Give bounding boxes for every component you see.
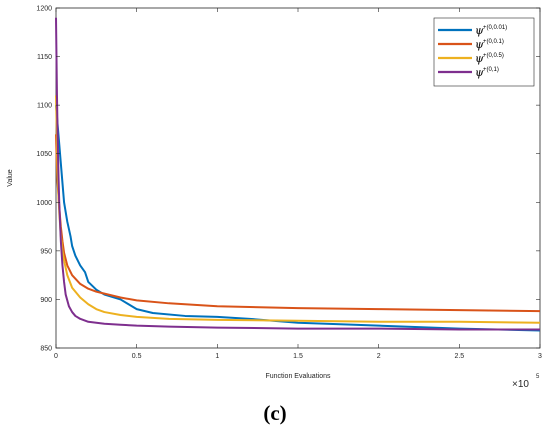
y-axis-label: Value [7, 169, 14, 186]
x-tick-label: 1.5 [293, 353, 303, 360]
y-axis-ticks: 850 900 950 1000 1050 1100 1150 1200 [36, 6, 540, 353]
legend-superscript-2: +(0,0.5) [483, 53, 504, 59]
x-tick-label: 3 [538, 353, 542, 360]
legend-superscript-3: +(0,1) [483, 67, 499, 73]
legend-superscript-0: +(0,0.01) [483, 25, 507, 31]
x-exponent-label: 5 [536, 374, 540, 380]
y-tick-label: 1150 [37, 54, 52, 61]
x-axis-label: Function Evaluations [266, 373, 331, 380]
series-line-0 [55, 105, 541, 332]
x-tick-label: 1 [215, 353, 219, 360]
y-tick-label: 1200 [36, 6, 52, 13]
legend-symbol-2: ψ [475, 52, 484, 65]
legend-symbol-3: ψ [475, 66, 484, 79]
legend: ψ +(0,0.01)ψ +(0,0.1)ψ +(0,0.5)ψ +(0,1) [433, 17, 535, 87]
y-tick-label: 850 [40, 346, 52, 353]
series-line-3 [55, 17, 540, 331]
y-tick-label: 950 [40, 248, 52, 255]
legend-symbol-1: ψ [475, 38, 484, 51]
x-tick-label: 0 [54, 353, 58, 360]
y-tick-label: 1100 [37, 103, 52, 110]
figure-caption: (c) [263, 401, 286, 425]
y-tick-label: 1000 [36, 200, 52, 207]
x-axis-ticks: 0 0.5 1 1.5 2 2.5 3 [54, 8, 542, 360]
y-tick-label: 1050 [36, 151, 52, 158]
x-tick-label: 2 [377, 353, 381, 360]
y-tick-label: 900 [40, 297, 52, 304]
series-lines [55, 17, 541, 332]
x-tick-label: 2.5 [454, 353, 464, 360]
legend-symbol-0: ψ [475, 24, 484, 37]
legend-superscript-1: +(0,0.1) [483, 39, 504, 45]
x-multiplier-label: ×10 [512, 379, 529, 390]
x-tick-label: 0.5 [132, 353, 142, 360]
